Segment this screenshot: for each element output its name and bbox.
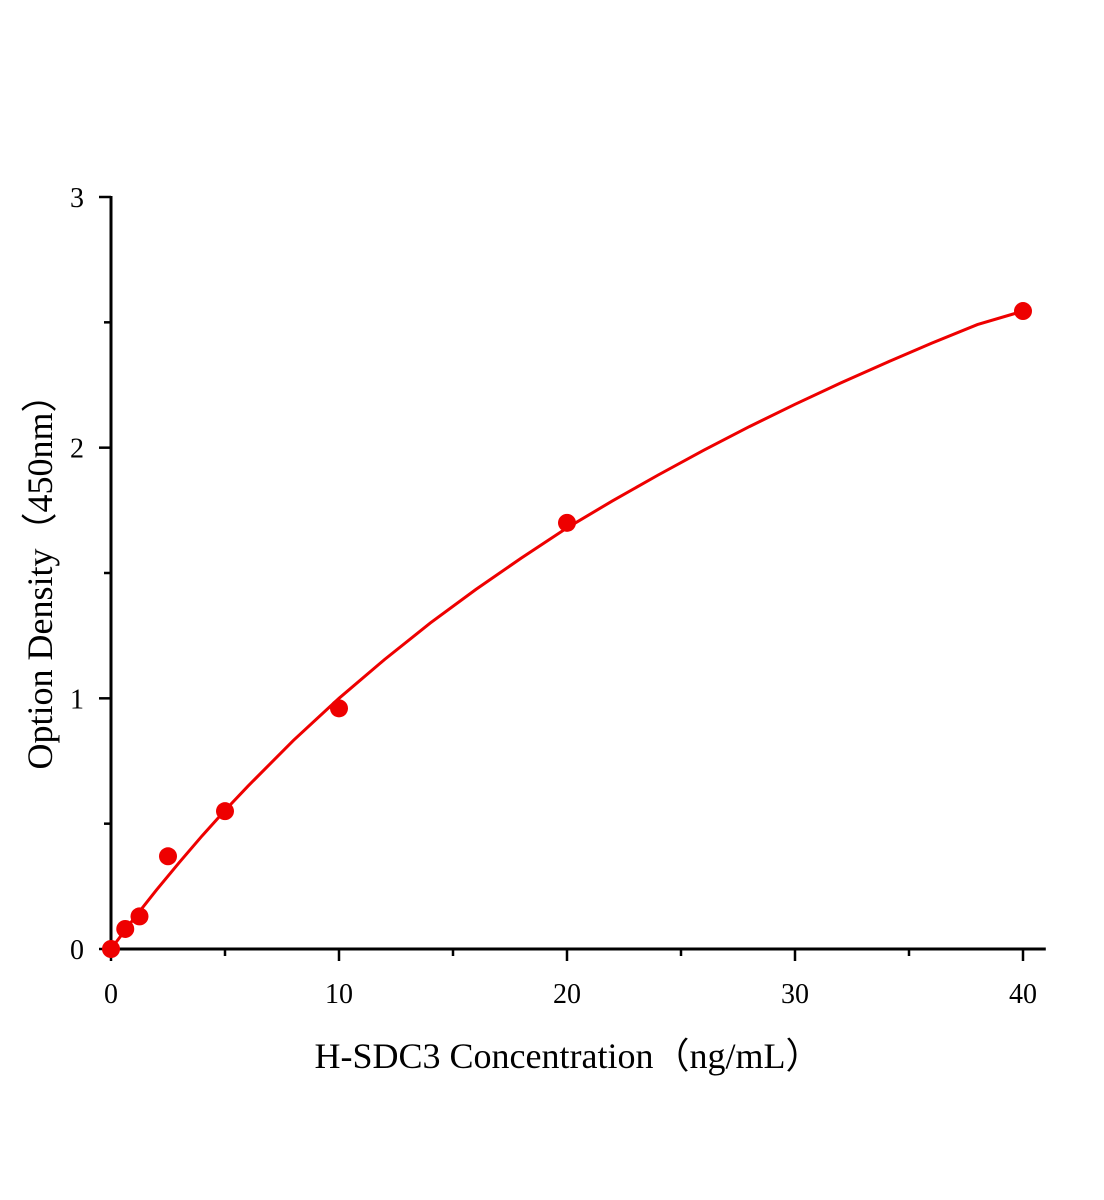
fit-curve <box>109 309 1024 950</box>
y-tick-label: 1 <box>70 684 84 715</box>
data-points <box>102 302 1032 958</box>
data-point <box>102 940 120 958</box>
x-tick-label: 10 <box>325 979 353 1010</box>
x-tick-label: 40 <box>1009 979 1037 1010</box>
data-point <box>216 802 234 821</box>
y-axis-title: Option Density（450nm） <box>20 377 60 770</box>
data-point <box>116 919 135 938</box>
data-point <box>159 847 177 866</box>
y-tick-label: 2 <box>70 434 84 465</box>
axes <box>109 196 1046 951</box>
x-tick-label: 30 <box>781 979 809 1010</box>
data-point <box>130 907 149 926</box>
x-tick-label: 0 <box>104 979 118 1010</box>
x-axis-title: H-SDC3 Concentration（ng/mL） <box>315 1036 822 1076</box>
x-tick-label: 20 <box>553 979 581 1010</box>
y-tick-label: 3 <box>70 183 84 214</box>
y-tick-label: 0 <box>70 935 84 966</box>
ticks: 0 10 20 30 40 0 1 2 3 <box>70 183 1037 1010</box>
data-point <box>1014 302 1032 321</box>
data-point <box>330 699 348 718</box>
data-point <box>558 513 576 532</box>
